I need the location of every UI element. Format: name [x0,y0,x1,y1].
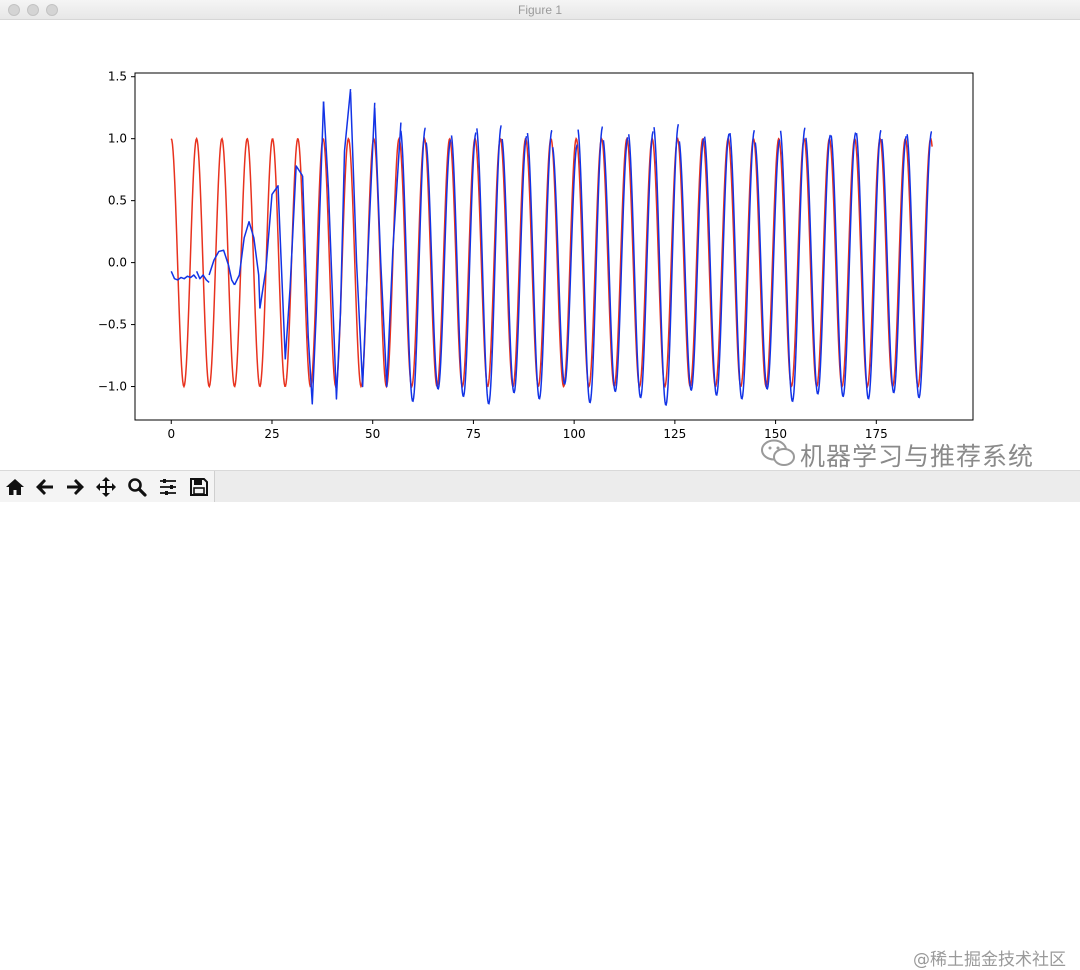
series-blue-segment [754,139,781,390]
series-blue-segment [170,270,198,281]
configure-subplots-button[interactable] [155,474,181,499]
series-blue-segment [195,270,210,284]
window-title: Figure 1 [517,3,563,17]
watermark-source: @稀土掘金技术社区 [913,950,1066,970]
series-blue-segment [703,133,730,397]
series-blue-segment [602,137,629,393]
figure-canvas[interactable]: 0 25 50 75 100 125 150 175 −1.0 −0.5 0.0 0.5 1.0 1.5 [0,20,1080,470]
y-tick-label: 1.5 [108,70,127,84]
series-blue-segment [729,129,755,400]
series-blue-segment [259,185,287,360]
series-blue-segment [476,125,502,405]
series-blue-segment [805,134,831,395]
series-blue-segment [526,129,553,400]
series-blue-segment [653,123,679,406]
home-icon [6,478,24,495]
series-blue-segment [552,144,578,385]
move-icon [96,476,116,497]
y-tick-label: 0.5 [108,194,127,208]
plot-frame [134,72,974,421]
window-titlebar: Figure 1 [0,0,1080,20]
series-blue-segment [233,220,261,309]
magnifier-icon [128,477,147,497]
series-blue-segment [678,138,705,392]
y-tick-label: −0.5 [98,318,127,332]
y-tick-label: 0.0 [108,256,127,270]
zoom-window-button[interactable] [46,4,58,16]
zoom-button[interactable] [124,474,150,499]
arrow-left-icon [36,478,53,495]
wechat-logo-icon [760,438,796,468]
series-blue-segment [830,132,857,398]
series-blue-segment [284,165,304,360]
x-tick-label: 75 [466,427,481,441]
back-button[interactable] [32,474,58,499]
series-blue-segment [373,107,402,388]
series-blue-segment [322,89,352,400]
series-blue-segment [627,131,654,399]
x-tick-label: 150 [764,427,787,441]
series-blue-segment [301,101,325,405]
series-red-line [170,136,933,389]
series-blue-segment [779,127,806,403]
navigation-toolbar: @稀土掘金技术社区 [0,470,1080,970]
forward-button[interactable] [62,474,88,499]
series-blue-segment [450,132,477,398]
y-tick-label: 1.0 [108,132,127,146]
close-window-button[interactable] [8,4,20,16]
home-button[interactable] [2,474,28,499]
watermark-title: 机器学习与推荐系统 [800,442,1035,471]
series-blue-segment [855,129,882,400]
x-tick-label: 0 [167,427,175,441]
pan-button[interactable] [93,474,119,499]
series-blue-segment [400,127,426,403]
series-blue-segment [501,135,528,394]
x-tick-label: 125 [663,427,686,441]
save-button[interactable] [186,474,212,499]
series-blue-segment [208,249,236,286]
series-blue-segment [425,139,452,390]
series-blue-segment [906,131,933,399]
arrow-right-icon [67,478,84,495]
series-blue-segment [577,126,604,404]
sliders-icon [160,478,176,495]
x-tick-label: 175 [865,427,888,441]
x-tick-label: 25 [264,427,279,441]
y-tick-label: −1.0 [98,380,127,394]
toolbar-button-group [0,471,215,502]
series-blue-segment [881,135,907,394]
series-blue-segment [349,91,376,388]
save-icon [190,477,208,496]
x-tick-label: 50 [365,427,380,441]
minimize-window-button[interactable] [27,4,39,16]
x-tick-label: 100 [563,427,586,441]
